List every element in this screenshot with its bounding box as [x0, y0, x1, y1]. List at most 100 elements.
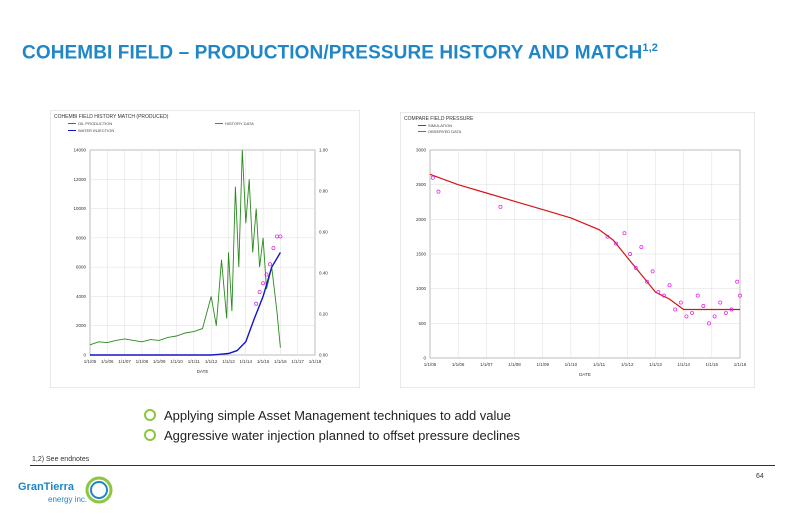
data-point	[268, 262, 272, 267]
y2-tick-label: 0.00	[319, 353, 328, 358]
bullet-item: Aggressive water injection planned to of…	[144, 425, 520, 445]
data-point	[614, 241, 618, 246]
x-axis-label: DATE	[579, 372, 591, 377]
x-tick-label: 1/1/14	[677, 362, 690, 367]
y-tick-label: 500	[418, 321, 426, 326]
data-point	[661, 293, 666, 298]
data-point	[701, 304, 706, 308]
x-tick-label: 1/1/13	[649, 362, 662, 367]
data-point	[673, 307, 678, 312]
bullet-circle-icon	[144, 409, 156, 421]
chart-title: COHEMBI FIELD HISTORY MATCH (PRODUCED)	[54, 114, 169, 120]
data-point	[738, 293, 742, 298]
production-history-chart: COHEMBI FIELD HISTORY MATCH (PRODUCED) OI…	[49, 109, 361, 389]
x-tick-label: 1/1/11	[593, 362, 606, 367]
data-point	[639, 245, 644, 250]
data-point	[712, 314, 717, 319]
data-point	[735, 279, 740, 284]
data-point	[633, 265, 638, 270]
y-tick-label: 4000	[76, 294, 87, 299]
y-tick-label: 0	[423, 356, 426, 361]
field-pressure-chart: COMPARE FIELD PRESSURE SIMULATION OBSERVED…	[399, 111, 756, 389]
x-tick-label: 1/1/13	[222, 359, 235, 364]
x-tick-label: 1/1/12	[621, 362, 634, 367]
data-point	[254, 301, 259, 306]
legend-label: SIMULATION	[428, 123, 452, 128]
data-point	[707, 321, 711, 326]
x-tick-label: 1/1/18	[309, 359, 322, 364]
x-tick-label: 1/1/10	[565, 362, 578, 367]
footnote: 1,2) See endnotes	[32, 456, 90, 463]
legend-label: WATER INJECTION	[78, 128, 114, 133]
data-point	[261, 281, 266, 286]
data-point	[678, 300, 683, 305]
data-point	[645, 279, 649, 284]
x-tick-label: 1/1/06	[452, 362, 465, 367]
data-point	[650, 269, 655, 274]
y-tick-label: 0	[83, 353, 86, 358]
bullet-item: Applying simple Asset Management techniq…	[144, 405, 520, 425]
x-tick-label: 1/1/08	[136, 359, 149, 364]
data-point	[718, 300, 723, 305]
chart-title: COMPARE FIELD PRESSURE	[404, 116, 474, 122]
x-tick-label: 1/1/10	[170, 359, 183, 364]
legend-label: OIL PRODUCTION	[78, 121, 112, 126]
series-line	[89, 149, 281, 348]
y2-tick-label: 0.40	[319, 271, 328, 276]
data-point	[278, 234, 283, 239]
x-tick-label: 1/1/09	[153, 359, 166, 364]
data-point	[656, 290, 661, 295]
data-point	[264, 272, 269, 277]
y-tick-label: 2500	[416, 182, 427, 187]
x-tick-label: 1/1/12	[205, 359, 218, 364]
x-tick-label: 1/1/06	[101, 359, 114, 364]
company-logo: GranTierra energy inc.	[18, 475, 128, 509]
x-tick-label: 1/1/15	[257, 359, 270, 364]
legend-label: OBSERVED DATA	[428, 129, 462, 134]
data-point	[257, 290, 262, 294]
x-axis-label: DATE	[197, 369, 209, 374]
bullet-circle-icon	[144, 429, 156, 441]
logo-ring-icon	[85, 476, 113, 504]
y2-tick-label: 0.20	[319, 312, 328, 317]
plot-area	[89, 149, 316, 356]
x-tick-label: 1/1/07	[480, 362, 493, 367]
data-point	[498, 204, 503, 209]
data-point	[729, 307, 734, 312]
y-tick-label: 10000	[73, 206, 86, 211]
y-tick-label: 14000	[73, 148, 86, 153]
data-point	[436, 189, 441, 194]
y-tick-label: 1000	[416, 286, 427, 291]
y-tick-label: 3000	[416, 148, 427, 153]
data-point	[605, 234, 610, 239]
footer-divider	[30, 465, 775, 466]
x-tick-label: 1/1/11	[188, 359, 201, 364]
x-tick-label: 1/1/15	[706, 362, 719, 367]
x-tick-label: 1/1/07	[118, 359, 131, 364]
data-point	[430, 175, 435, 180]
bullet-list: Applying simple Asset Management techniq…	[144, 405, 520, 445]
y-tick-label: 1500	[416, 252, 427, 257]
data-point	[667, 283, 672, 288]
legend-label: HISTORY DATA	[225, 121, 254, 126]
x-tick-label: 1/1/05	[84, 359, 97, 364]
x-tick-label: 1/1/05	[424, 362, 437, 367]
x-tick-label: 1/1/09	[536, 362, 549, 367]
series-line	[429, 173, 740, 311]
series-line	[90, 252, 282, 356]
x-tick-label: 1/1/16	[734, 362, 747, 367]
page-number: 64	[756, 473, 764, 480]
y-tick-label: 8000	[76, 235, 87, 240]
y-tick-label: 6000	[76, 265, 87, 270]
data-point	[690, 310, 695, 315]
data-point	[628, 252, 633, 256]
data-point	[723, 310, 728, 315]
x-tick-label: 1/1/16	[274, 359, 287, 364]
y2-tick-label: 1.00	[319, 148, 328, 153]
x-tick-label: 1/1/14	[240, 359, 253, 364]
y2-tick-label: 0.60	[319, 230, 328, 235]
y-tick-label: 2000	[416, 217, 427, 222]
data-point	[271, 246, 276, 251]
y-tick-label: 2000	[76, 323, 87, 328]
x-tick-label: 1/1/08	[508, 362, 521, 367]
